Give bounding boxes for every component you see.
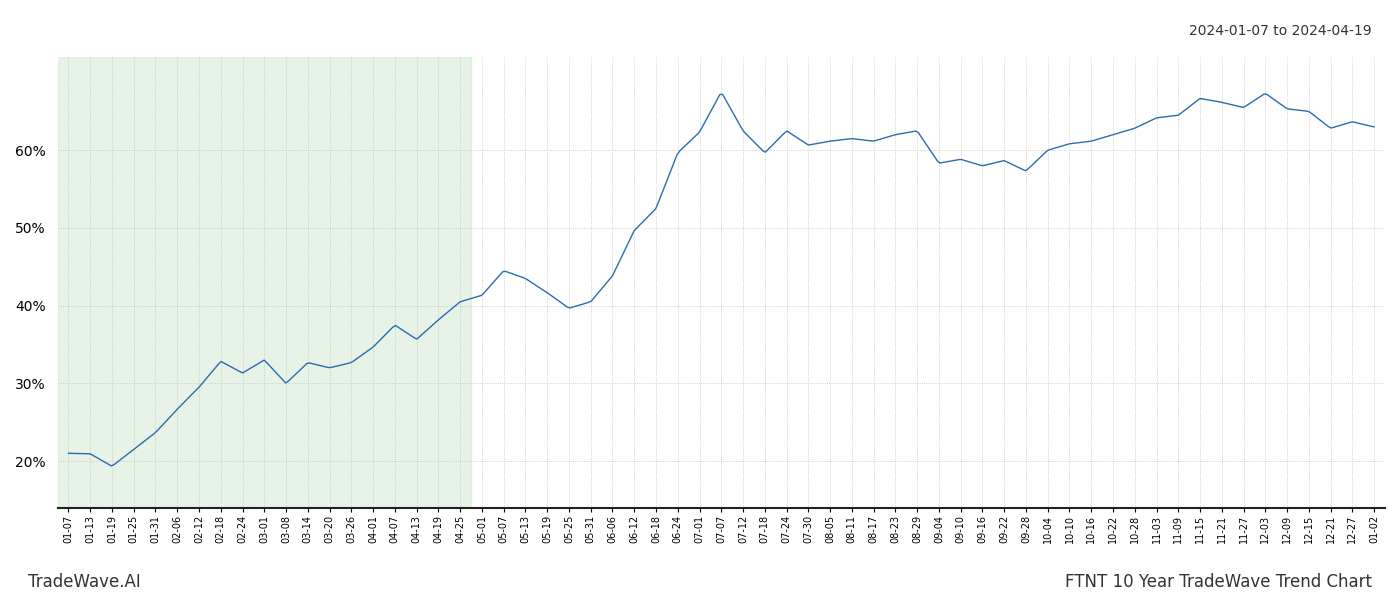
Text: 2024-01-07 to 2024-04-19: 2024-01-07 to 2024-04-19: [1190, 24, 1372, 38]
Text: TradeWave.AI: TradeWave.AI: [28, 573, 141, 591]
Bar: [57, 57, 470, 508]
Text: FTNT 10 Year TradeWave Trend Chart: FTNT 10 Year TradeWave Trend Chart: [1065, 573, 1372, 591]
